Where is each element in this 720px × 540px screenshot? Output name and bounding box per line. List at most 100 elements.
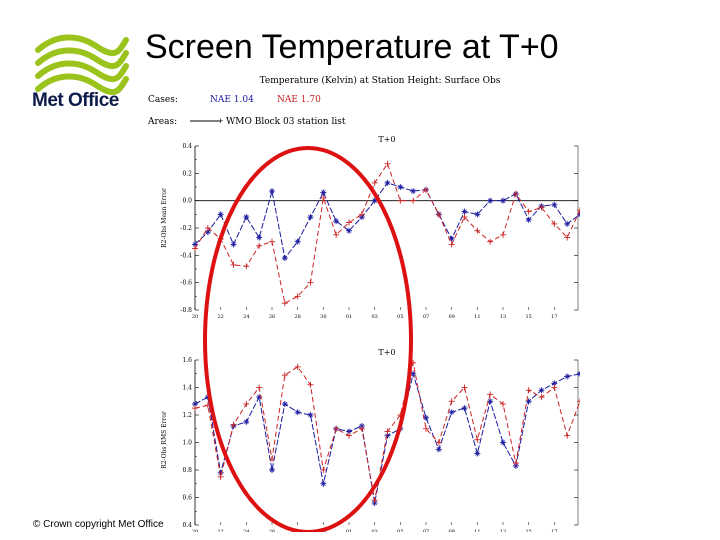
data-point-series-1 [333,218,340,225]
x-tick-label: 15 [525,314,531,320]
y-tick-label: 0.4 [182,522,192,529]
legend-case-1: NAE 1.04 [210,95,254,105]
y-tick-label: -0.2 [180,225,192,232]
legend-areas-label: Areas: [147,117,177,127]
x-tick-label: 17 [551,529,557,532]
y-tick-label: 1.6 [182,357,192,364]
data-point-series-2 [474,227,481,234]
data-point-series-1 [525,398,532,405]
panel-rms-error-title: T+0 [378,348,395,357]
data-point-series-2 [512,460,519,467]
data-point-series-1 [448,409,455,416]
data-point-series-2 [577,207,580,214]
x-tick-label: 03 [371,529,377,532]
data-point-series-2 [333,425,340,432]
data-point-series-2 [538,394,545,401]
data-point-series-2 [525,387,532,394]
data-point-series-2 [423,186,429,193]
data-point-series-2 [435,211,442,218]
data-point-series-2 [281,372,288,379]
x-tick-label: 09 [448,529,454,532]
logo-wordmark: Met Office [32,90,119,111]
data-point-series-2 [538,204,545,211]
data-point-series-1 [243,214,250,221]
data-point-series-1 [487,197,494,204]
x-tick-label: 01 [346,314,352,320]
data-point-series-1 [384,179,391,186]
data-point-series-1 [525,216,532,223]
legend-area-marker: + [218,116,223,126]
data-point-series-2 [448,241,455,248]
data-point-series-1 [269,188,275,195]
y-tick-label: 0.6 [182,495,192,502]
y-tick-label: -0.8 [180,307,192,314]
y-tick-label: 0.8 [182,467,192,474]
data-point-series-2 [269,238,275,245]
data-point-series-2 [243,263,250,270]
data-point-series-2 [358,425,365,432]
x-tick-label: 07 [423,314,429,320]
data-point-series-1 [243,418,250,425]
x-tick-label: 11 [474,529,480,532]
data-point-series-1 [281,401,288,407]
data-point-series-2 [256,242,263,249]
data-point-series-2 [564,432,571,439]
data-point-series-2 [358,211,365,218]
data-point-series-2 [461,384,468,391]
data-point-series-2 [410,197,417,204]
data-point-series-2 [192,405,198,412]
legend-case-2: NAE 1.70 [277,95,321,105]
data-point-series-1 [500,197,506,204]
y-tick-label: -0.6 [180,280,192,287]
data-point-series-1 [256,234,263,241]
data-point-series-1 [307,412,314,418]
data-point-series-1 [346,227,352,234]
data-point-series-2 [192,245,198,252]
x-tick-label: 28 [294,314,300,320]
x-tick-label: 03 [371,314,377,320]
data-point-series-1 [564,373,571,380]
slide-title: Screen Temperature at T+0 [145,28,559,66]
x-tick-label: 09 [448,314,454,320]
data-point-series-1 [564,220,571,227]
y-tick-label: 0.4 [182,143,192,150]
data-point-series-2 [294,363,301,370]
data-point-series-1 [397,184,404,190]
x-tick-label: 26 [269,314,275,320]
x-tick-label: 24 [243,529,249,532]
data-point-series-2 [487,391,494,398]
x-tick-label: 05 [397,314,403,320]
logo-waves-icon [35,34,129,96]
data-point-series-2 [525,208,532,215]
data-point-series-2 [346,219,352,226]
data-point-series-1 [461,208,468,215]
data-point-series-2 [551,220,558,227]
data-point-series-2 [435,439,442,446]
x-tick-label: 20 [192,314,198,320]
legend-area-name: WMO Block 03 station list [226,117,346,127]
panel-mean-error-ylabel: R2-Obs Mean Error [161,188,168,248]
x-tick-label: 07 [423,529,429,532]
data-point-series-2 [474,436,481,443]
data-point-series-1 [435,446,442,453]
x-tick-label: 13 [500,529,506,532]
data-point-series-1 [551,201,558,208]
data-point-series-1 [320,480,327,487]
x-tick-label: 13 [500,314,506,320]
data-point-series-1 [294,238,301,245]
data-point-series-2 [269,456,275,462]
data-point-series-1 [577,370,580,377]
data-point-series-2 [320,467,327,473]
data-point-series-2 [512,190,519,197]
met-office-logo: Met Office [30,32,130,116]
panel-rms-error-ylabel: R2-Obs RMS Error [161,411,168,469]
y-tick-label: 0.0 [182,198,192,205]
data-point-series-2 [307,381,314,388]
data-point-series-1 [410,370,417,377]
data-point-series-2 [333,231,340,238]
panel-rms-error: T+0 R2-Obs RMS Error 1.6 1.4 1.2 1.0 0.8 0.6 0… [161,348,580,532]
data-point-series-1 [461,405,468,412]
x-tick-label: 22 [217,314,223,320]
data-point-series-2 [256,384,263,391]
data-point-series-2 [281,300,288,307]
